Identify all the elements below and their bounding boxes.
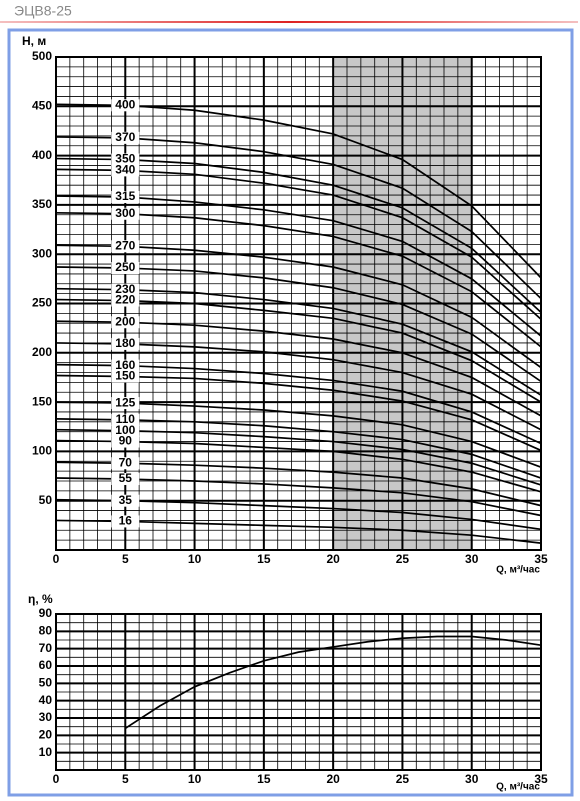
label-bg	[111, 359, 140, 372]
x-tick-label: 0	[53, 772, 60, 786]
curve-label: 70	[119, 455, 133, 469]
curve-label: 315	[115, 189, 135, 203]
label-bg	[111, 457, 140, 470]
label-bg	[111, 283, 140, 296]
x-tick-label: 10	[188, 552, 202, 566]
label-bg	[111, 424, 140, 437]
label-bg	[111, 240, 140, 253]
label-bg	[111, 316, 140, 329]
curve-label: 230	[115, 282, 135, 296]
curve-label: 100	[115, 423, 135, 437]
curve-label: 370	[115, 130, 135, 144]
x-tick-label: 30	[465, 552, 479, 566]
curve-label: 180	[115, 336, 135, 350]
x-tick-label: 20	[326, 772, 340, 786]
label-bg	[111, 494, 140, 507]
x-axis-label: Q, м³/час	[496, 782, 540, 793]
label-bg	[111, 397, 140, 410]
label-bg	[111, 337, 140, 350]
label-bg	[111, 99, 140, 112]
curve-label: 350	[115, 152, 135, 166]
x-tick-label: 15	[257, 772, 271, 786]
label-bg	[111, 413, 140, 426]
curve-label: 340	[115, 163, 135, 177]
y-tick-label: 100	[32, 444, 52, 458]
x-tick-label: 35	[534, 552, 548, 566]
curve-label: 200	[115, 314, 135, 328]
y-tick-label: 500	[32, 49, 52, 63]
label-bg	[111, 473, 140, 486]
x-tick-label: 30	[465, 772, 479, 786]
y-tick-label: 50	[39, 676, 53, 690]
curve-label: 90	[119, 434, 133, 448]
curve-label: 125	[115, 395, 135, 409]
label-bg	[111, 207, 140, 220]
plot-frame	[55, 613, 542, 771]
y-tick-label: 150	[32, 394, 52, 408]
label-bg	[111, 370, 140, 383]
efficiency-chart: 0 5 10 15 20 25 30 35 10 20 30 40 50 60 70 80 90η, % Q, м…	[28, 592, 548, 792]
title-rule	[0, 21, 578, 23]
curve-label: 160	[115, 358, 135, 372]
y-tick-label: 80	[39, 624, 53, 638]
plot-frame	[55, 56, 542, 551]
y-tick-label: 400	[32, 148, 52, 162]
y-tick-label: 200	[32, 345, 52, 359]
label-bg	[111, 262, 140, 275]
y-tick-label: 250	[32, 296, 52, 310]
curve-label: 250	[115, 260, 135, 274]
curve-label: 400	[115, 97, 135, 111]
x-tick-label: 15	[257, 552, 271, 566]
curve-label: 35	[119, 493, 133, 507]
x-tick-label: 25	[396, 552, 410, 566]
curve-label: 150	[115, 369, 135, 383]
curve	[124, 635, 542, 730]
y-tick-label: 90	[39, 606, 53, 620]
page-title: ЭЦВ8-25	[14, 3, 72, 19]
label-bg	[111, 435, 140, 448]
label-bg	[111, 294, 140, 307]
x-axis-label: Q, м³/час	[496, 565, 540, 576]
label-bg	[111, 131, 140, 144]
x-tick-label: 5	[122, 772, 129, 786]
y-tick-label: 450	[32, 98, 52, 112]
curve-label: 55	[119, 471, 133, 485]
y-tick-label: 40	[39, 693, 53, 707]
label-bg	[111, 191, 140, 204]
y-axis-label: H, м	[22, 34, 46, 48]
label-bg	[111, 164, 140, 177]
x-tick-label: 25	[396, 772, 410, 786]
curve-label: 220	[115, 293, 135, 307]
y-tick-label: 70	[39, 641, 53, 655]
y-tick-label: 10	[39, 745, 53, 759]
y-tick-label: 50	[39, 493, 53, 507]
y-tick-label: 60	[39, 658, 53, 672]
x-tick-label: 5	[122, 552, 129, 566]
y-tick-label: 300	[32, 246, 52, 260]
curve-label: 300	[115, 206, 135, 220]
y-axis-label: η, %	[28, 592, 53, 606]
curve-label: 16	[119, 514, 133, 528]
y-tick-label: 20	[39, 728, 53, 742]
x-tick-label: 20	[326, 552, 340, 566]
label-bg	[111, 515, 140, 528]
label-bg	[111, 153, 140, 166]
x-tick-label: 35	[534, 772, 548, 786]
y-tick-label: 350	[32, 197, 52, 211]
head-chart: 0 5 10 15 20 25 30 35 50 100 150 200 250 300 350 400 450…	[22, 34, 548, 575]
x-tick-label: 10	[188, 772, 202, 786]
y-tick-label: 30	[39, 710, 53, 724]
x-tick-label: 0	[53, 552, 60, 566]
curve-label: 110	[116, 412, 136, 426]
curve-label: 270	[115, 238, 135, 252]
